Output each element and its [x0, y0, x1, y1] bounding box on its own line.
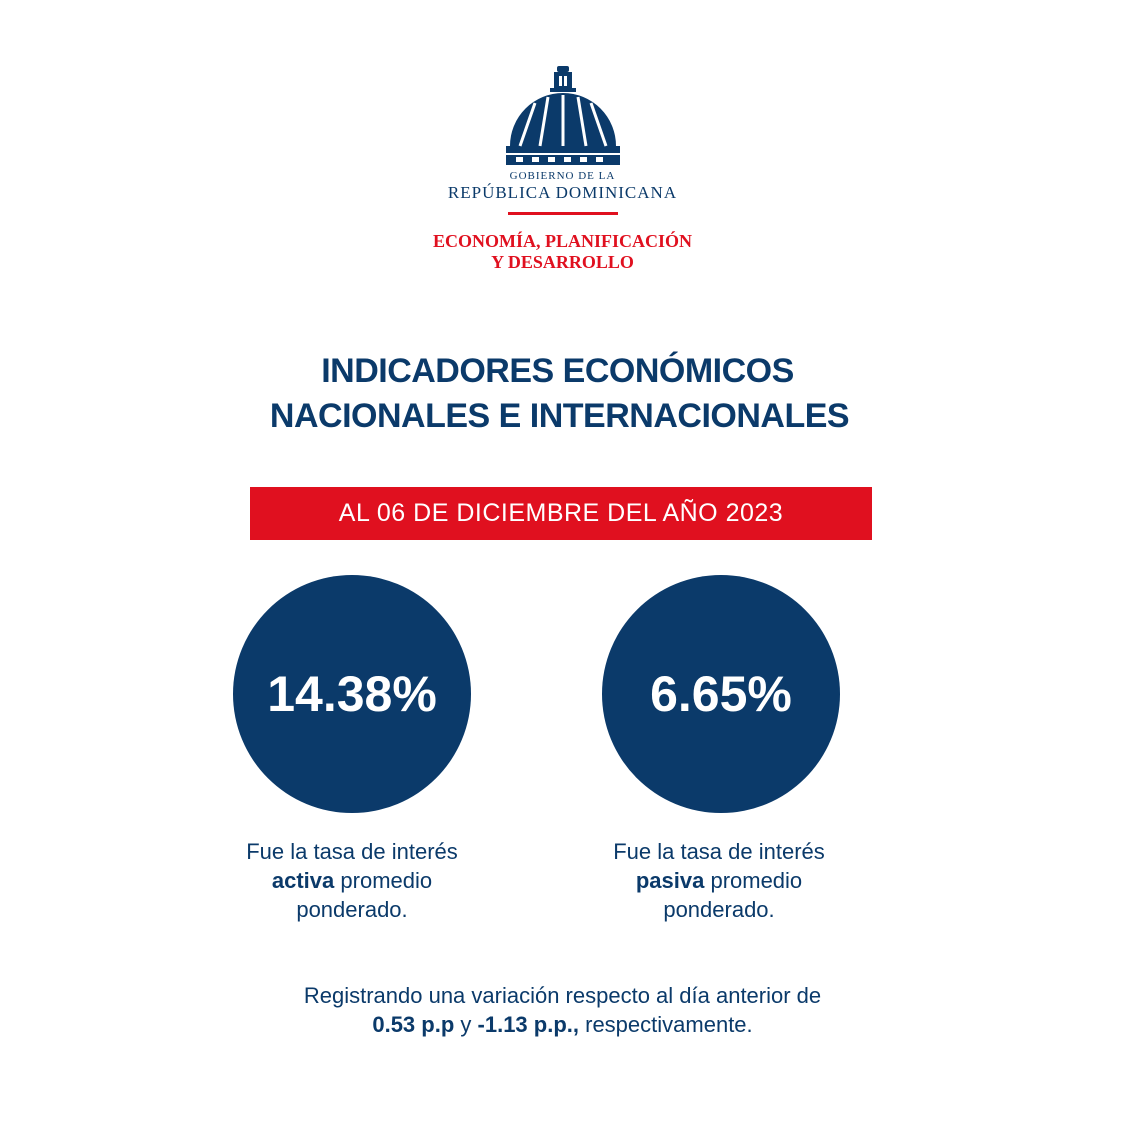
ministry-text: Y DESARROLLO	[491, 252, 634, 272]
desc-emphasis: activa	[271, 868, 335, 893]
desc-tail: promedio ponderado.	[296, 868, 433, 922]
date-banner: AL 06 DE DICIEMBRE DEL AÑO 2023	[250, 487, 872, 540]
footer-value: 0.53 p.p	[372, 1012, 455, 1037]
indicator-circle: 14.38%	[233, 575, 471, 813]
desc-emphasis: pasiva	[635, 868, 705, 893]
footer-text: y	[460, 1012, 472, 1037]
indicator-description: Fue la tasa de interés pasiva promedio p…	[584, 837, 854, 924]
footer-line: 0.53 p.p y -1.13 p.p., respectivamente.	[0, 1012, 1125, 1038]
desc-tail: promedio ponderado.	[663, 868, 803, 922]
logo-text: GOBIERNO DE LA	[509, 170, 616, 182]
footer-value: -1.13 p.p.,	[477, 1012, 579, 1037]
footer-line: Registrando una variación respecto al dí…	[303, 983, 822, 1008]
indicator-circle: 6.65%	[602, 575, 840, 813]
indicator-description: Fue la tasa de interés activa promedio p…	[217, 837, 487, 924]
title: NACIONALES E INTERNACIONALES	[269, 397, 850, 435]
title: INDICADORES ECONÓMICOS	[321, 352, 794, 390]
logo-emblem	[506, 66, 620, 215]
desc-lead: Fue la tasa de interés	[613, 839, 825, 864]
logo-divider	[508, 212, 618, 215]
ministry-text: ECONOMÍA, PLANIFICACIÓN	[432, 231, 692, 251]
logo-text: REPÚBLICA DOMINICANA	[447, 183, 678, 202]
desc-lead: Fue la tasa de interés	[246, 839, 458, 864]
footer-text: respectivamente.	[585, 1012, 753, 1037]
